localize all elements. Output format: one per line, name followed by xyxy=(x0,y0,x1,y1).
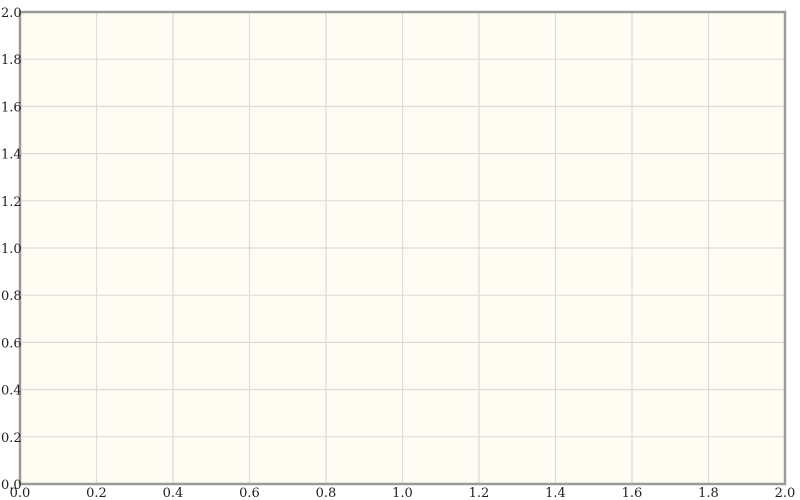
x-tick-label: 0.0 xyxy=(10,486,31,500)
x-tick-label: 1.4 xyxy=(545,486,566,500)
y-tick-label: 0.6 xyxy=(1,336,22,351)
x-tick-label: 0.2 xyxy=(86,486,107,500)
y-tick-label: 1.4 xyxy=(1,148,22,163)
y-tick-label: 0.8 xyxy=(1,289,22,304)
y-tick-label: 1.0 xyxy=(1,242,22,257)
y-tick-label: 1.6 xyxy=(1,100,22,115)
x-tick-label: 2.0 xyxy=(775,486,796,500)
y-tick-label: 0.2 xyxy=(1,431,22,446)
y-tick-label: 1.8 xyxy=(1,53,22,68)
x-tick-label: 0.6 xyxy=(239,486,260,500)
x-tick-label: 1.6 xyxy=(622,486,643,500)
y-tick-label: 0.0 xyxy=(1,478,22,493)
x-tick-label: 0.4 xyxy=(163,486,184,500)
x-tick-label: 1.8 xyxy=(698,486,719,500)
x-tick-label: 1.0 xyxy=(392,486,413,500)
plot-frame xyxy=(18,10,787,486)
y-tick-label: 2.0 xyxy=(1,6,22,21)
y-tick-label: 1.2 xyxy=(1,195,22,210)
x-tick-label: 0.8 xyxy=(316,486,337,500)
x-tick-label: 1.2 xyxy=(469,486,490,500)
y-tick-label: 0.4 xyxy=(1,384,22,399)
